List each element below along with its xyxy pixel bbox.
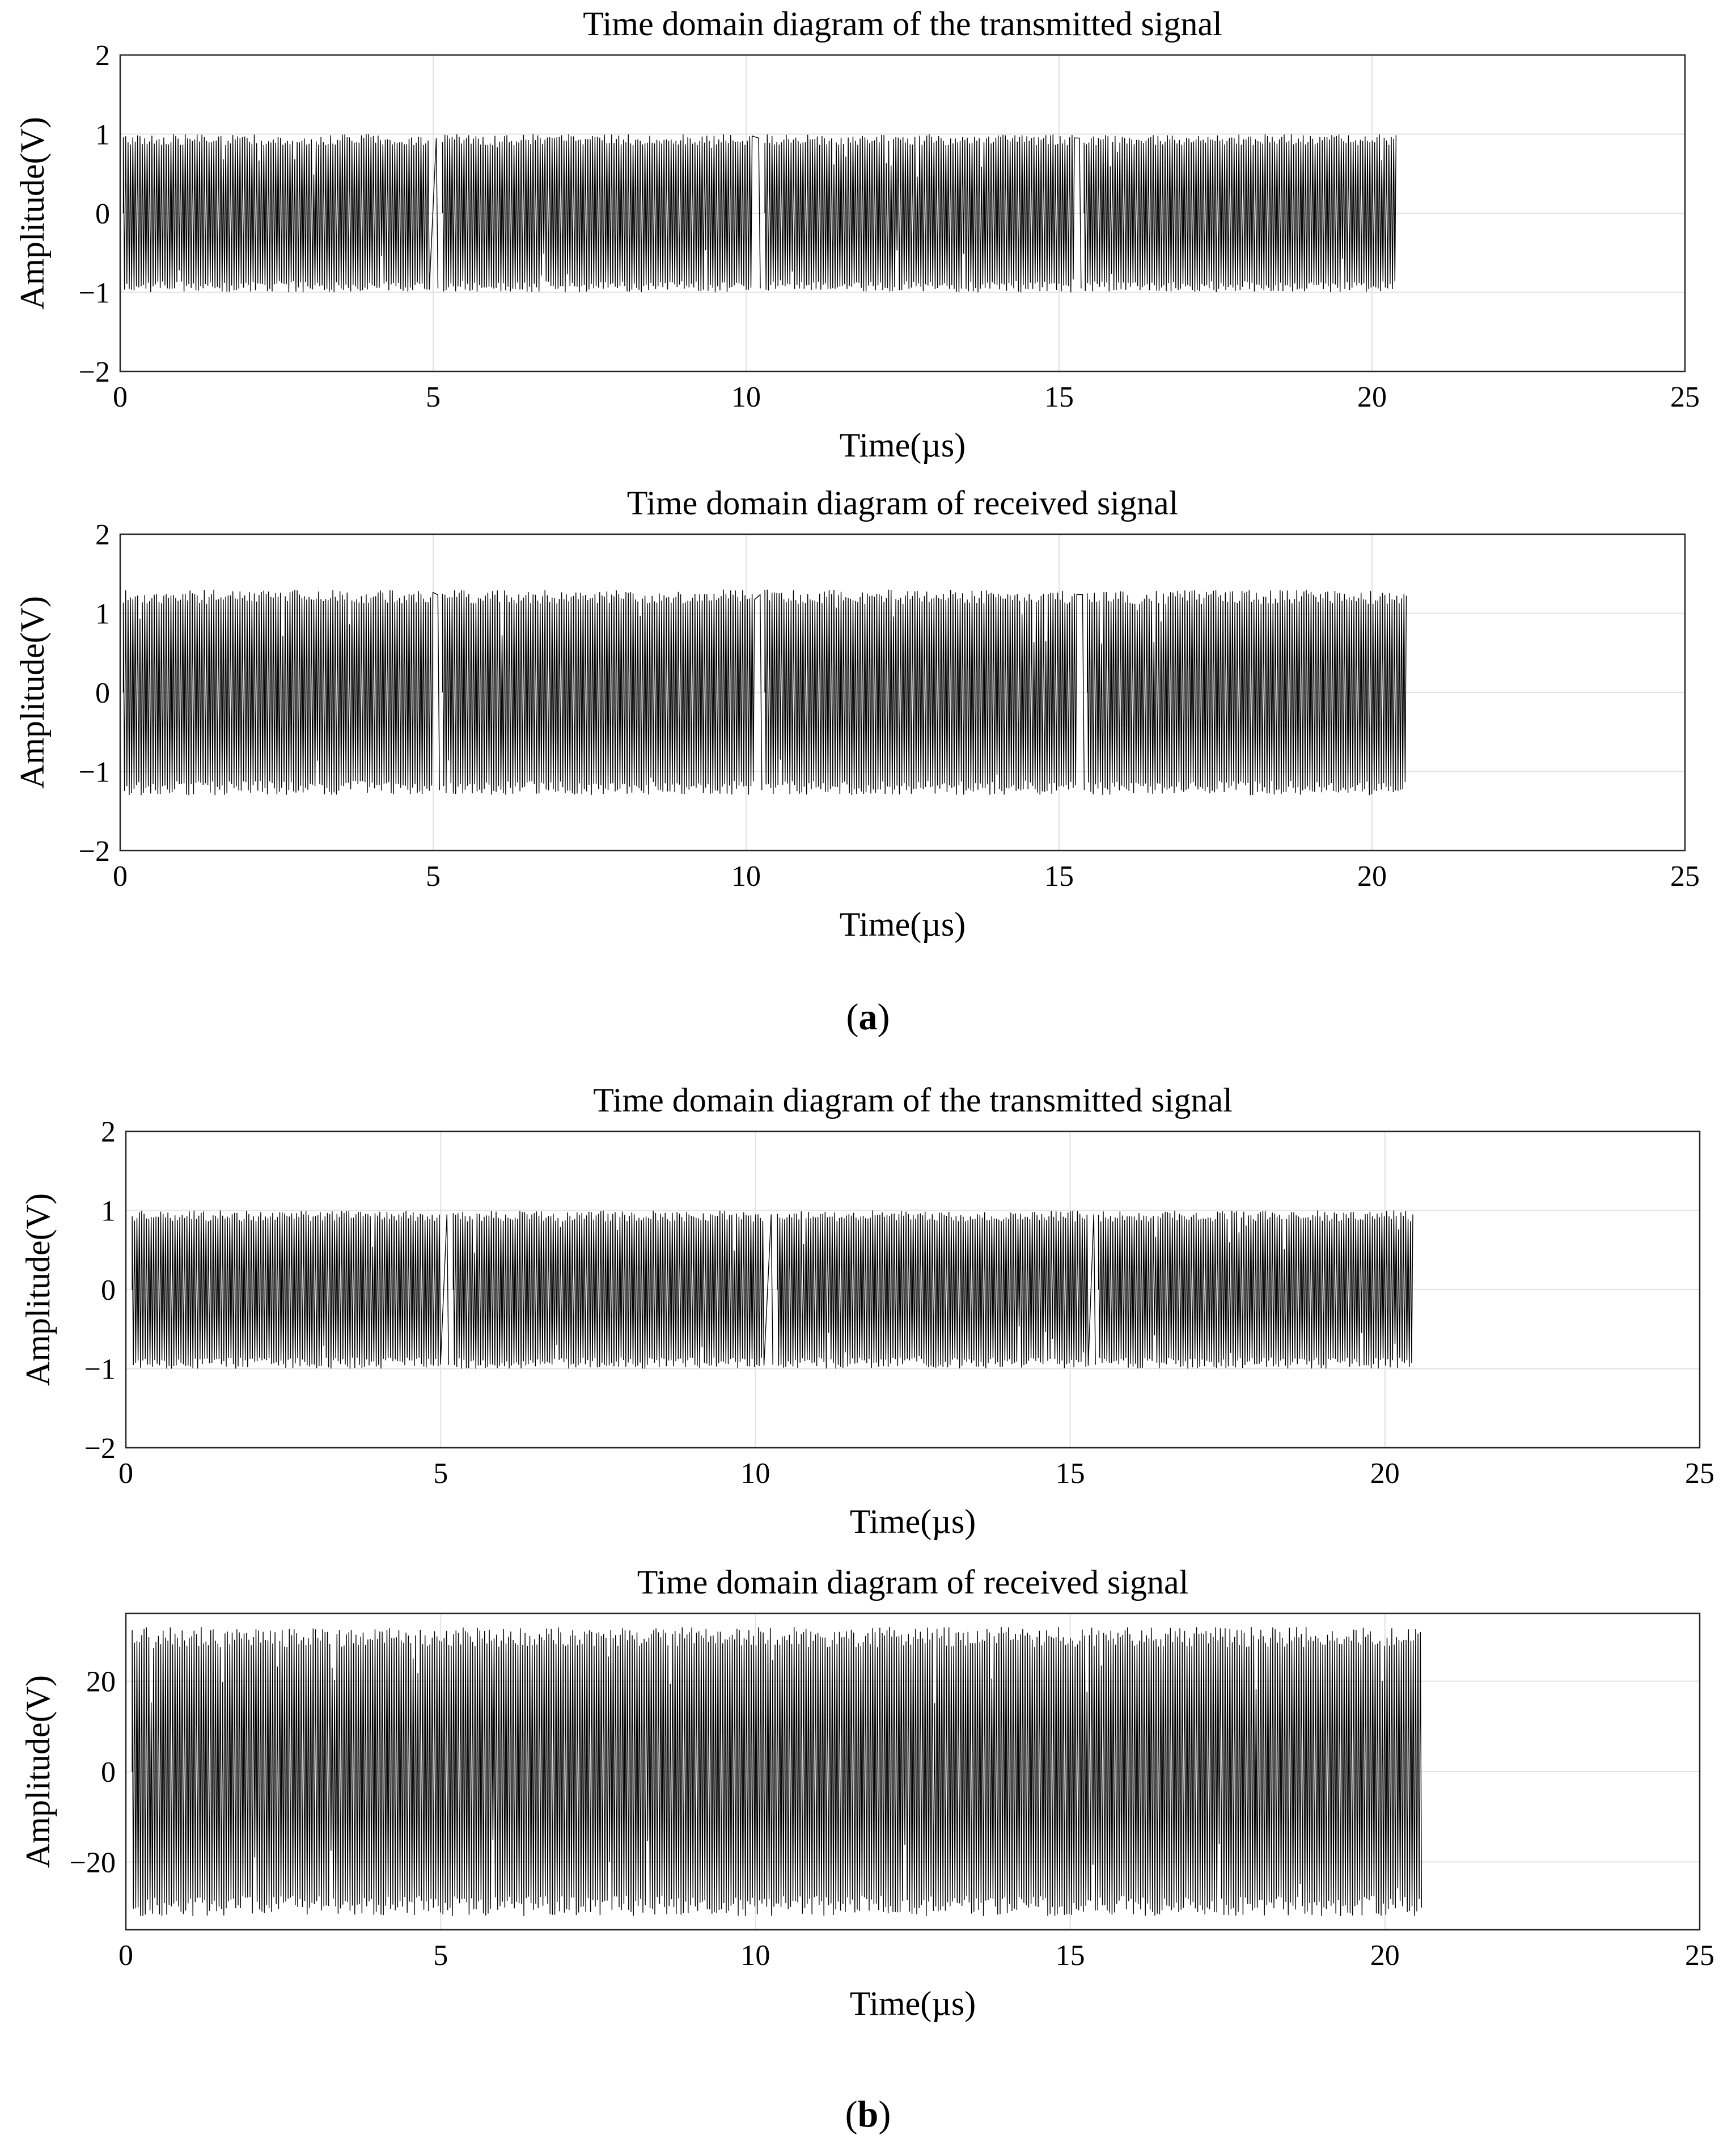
signal-trace <box>132 1210 1413 1369</box>
x-tick-label: 15 <box>1056 1939 1085 1972</box>
y-tick-label: −1 <box>79 277 110 310</box>
y-tick-label: −2 <box>79 835 110 868</box>
chart-title: Time domain diagram of the transmitted s… <box>593 1081 1233 1119</box>
y-tick-label: −20 <box>70 1846 116 1879</box>
chart-title: Time domain diagram of the transmitted s… <box>583 5 1222 43</box>
x-axis-label: Time(µs) <box>840 426 966 464</box>
x-tick-label: 10 <box>740 1939 770 1972</box>
x-axis-label: Time(µs) <box>850 1503 976 1540</box>
axes-box <box>125 1130 1701 1449</box>
y-tick-label: 0 <box>95 198 110 230</box>
x-tick-label: 10 <box>731 860 761 893</box>
chart-title: Time domain diagram of received signal <box>637 1563 1189 1601</box>
x-tick-label: 5 <box>426 860 441 893</box>
x-tick-label: 0 <box>118 1457 133 1490</box>
x-tick-label: 15 <box>1056 1457 1085 1490</box>
chart-title: Time domain diagram of received signal <box>627 484 1179 522</box>
y-axis-label: Amplitude(V) <box>19 1193 57 1386</box>
y-tick-label: 1 <box>95 598 110 631</box>
x-tick-label: 5 <box>433 1939 448 1972</box>
axes-box <box>119 54 1686 373</box>
y-tick-label: 1 <box>95 119 110 151</box>
axes-box <box>125 1612 1701 1931</box>
y-tick-label: −1 <box>79 756 110 789</box>
y-tick-label: −1 <box>84 1354 116 1386</box>
caption-a: (a) <box>846 996 890 1038</box>
x-tick-label: 0 <box>113 860 128 893</box>
x-tick-label: 10 <box>740 1457 770 1490</box>
signal-trace <box>132 1626 1422 1917</box>
x-tick-label: 5 <box>433 1457 448 1490</box>
x-tick-label: 15 <box>1044 860 1074 893</box>
x-axis-label: Time(µs) <box>840 906 966 943</box>
signal-trace <box>122 589 1407 796</box>
x-tick-label: 0 <box>118 1939 133 1972</box>
y-tick-label: 0 <box>101 1756 116 1789</box>
signal-trace <box>122 134 1397 293</box>
y-tick-label: −2 <box>84 1432 116 1465</box>
x-tick-label: 20 <box>1357 381 1387 413</box>
x-tick-label: 20 <box>1370 1457 1400 1490</box>
axes-box <box>119 533 1686 852</box>
y-tick-label: 2 <box>95 40 110 72</box>
chart-4: 0 5 10 15 20 25 20 0 −20 Time domain diagram of r… <box>19 1563 1714 2022</box>
x-axis-label: Time(µs) <box>850 1985 976 2022</box>
y-tick-label: −2 <box>79 356 110 388</box>
y-tick-label: 2 <box>101 1116 116 1148</box>
x-tick-label: 25 <box>1670 381 1700 413</box>
y-axis-label: Amplitude(V) <box>14 117 51 310</box>
x-tick-label: 25 <box>1685 1457 1714 1490</box>
y-axis-label: Amplitude(V) <box>14 596 51 789</box>
x-tick-label: 25 <box>1670 860 1700 893</box>
x-tick-label: 10 <box>731 381 761 413</box>
x-tick-label: 20 <box>1370 1939 1400 1972</box>
y-tick-label: 2 <box>95 519 110 551</box>
x-tick-label: 15 <box>1044 381 1074 413</box>
x-tick-label: 20 <box>1357 860 1387 893</box>
y-tick-label: 1 <box>101 1195 116 1228</box>
y-tick-label: 0 <box>95 677 110 709</box>
x-tick-label: 25 <box>1685 1939 1714 1972</box>
caption-b: (b) <box>845 2094 891 2135</box>
x-tick-label: 0 <box>113 381 128 413</box>
y-tick-label: 20 <box>86 1666 116 1698</box>
y-axis-label: Amplitude(V) <box>19 1675 57 1868</box>
y-tick-label: 0 <box>101 1274 116 1307</box>
x-tick-label: 5 <box>426 381 441 413</box>
